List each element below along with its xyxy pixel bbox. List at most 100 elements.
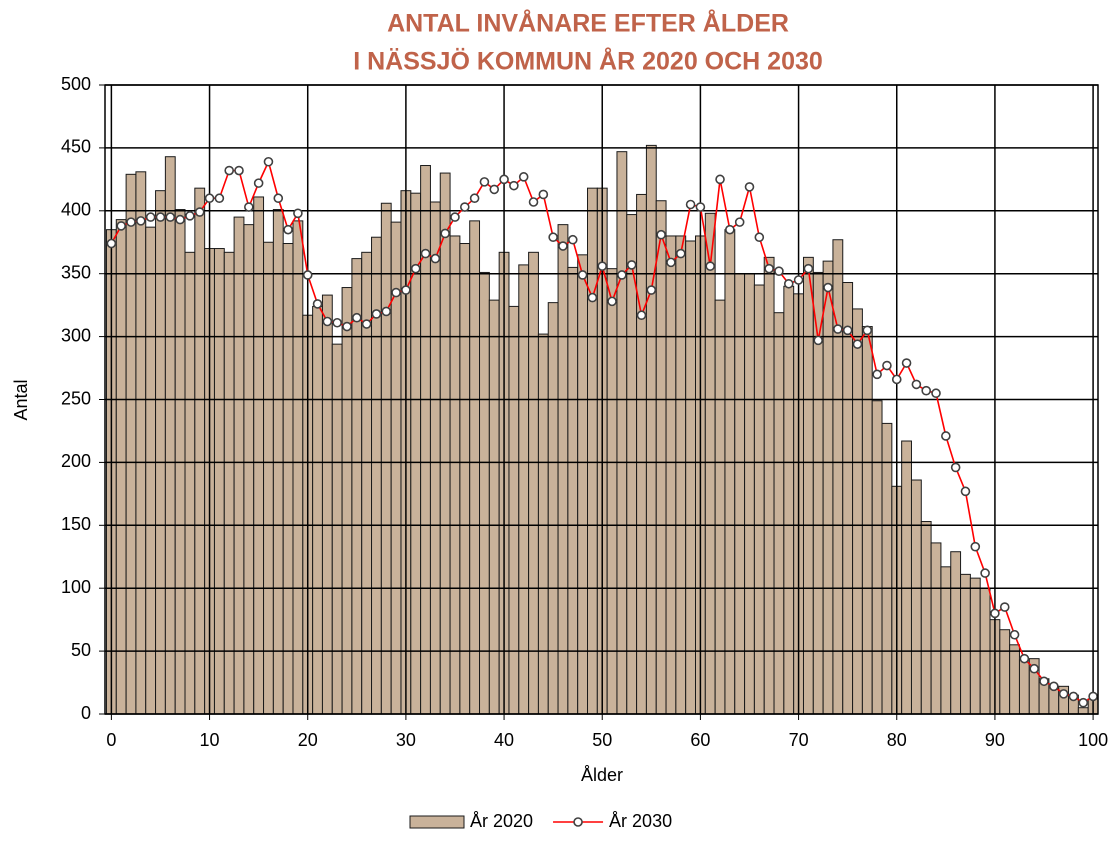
legend-label: År 2030 (609, 811, 672, 831)
marker (273, 193, 284, 204)
bar (145, 226, 157, 715)
bar (469, 220, 481, 715)
bar (960, 573, 971, 715)
marker (391, 287, 401, 298)
marker (1068, 691, 1079, 702)
bar (351, 258, 363, 715)
marker (381, 306, 392, 317)
marker (656, 229, 666, 240)
marker (607, 296, 617, 307)
marker (764, 263, 774, 274)
marker (636, 310, 647, 321)
bar (577, 254, 589, 715)
marker (155, 212, 166, 222)
x-tick-label: 0 (106, 730, 116, 750)
marker (440, 228, 450, 239)
marker (941, 431, 951, 441)
bar (243, 224, 255, 715)
bar (783, 285, 795, 715)
marker (361, 319, 372, 329)
bar (645, 144, 657, 715)
bar (734, 273, 746, 715)
bar (665, 235, 677, 715)
bar (1009, 644, 1020, 715)
marker (646, 285, 657, 295)
legend-label: År 2020 (470, 811, 533, 831)
marker (872, 369, 882, 380)
marker (420, 248, 431, 259)
y-tick-label: 200 (61, 451, 91, 471)
marker (224, 165, 234, 176)
y-tick-label: 50 (71, 640, 91, 660)
bar (420, 165, 431, 715)
marker (332, 317, 342, 328)
y-tick-label: 100 (61, 577, 91, 597)
marker (1019, 653, 1030, 664)
marker (597, 261, 608, 271)
bar (528, 251, 539, 715)
marker (921, 385, 932, 396)
bar (969, 577, 981, 715)
bar (744, 273, 755, 715)
marker (352, 312, 362, 323)
marker (842, 325, 853, 336)
y-axis-label: Antal (11, 379, 31, 420)
bar (1077, 707, 1089, 715)
bar (910, 479, 922, 715)
marker (666, 257, 676, 268)
marker (734, 217, 745, 227)
marker (204, 193, 215, 204)
marker (145, 212, 156, 222)
bar (802, 256, 814, 715)
marker (587, 292, 598, 303)
bar (312, 305, 323, 715)
marker (685, 199, 696, 210)
bar (616, 151, 628, 715)
y-tick-label: 500 (61, 74, 91, 94)
bar (508, 305, 520, 715)
marker (1049, 681, 1059, 692)
marker (165, 212, 176, 222)
x-tick-label: 20 (298, 730, 318, 750)
bar (930, 542, 942, 715)
y-tick-label: 0 (81, 703, 91, 723)
chart-title: I NÄSSJÖ KOMMUN ÅR 2020 OCH 2030 (353, 47, 823, 76)
marker (744, 182, 755, 192)
marker (263, 156, 274, 167)
marker (244, 202, 254, 212)
bar (115, 219, 127, 715)
marker (194, 207, 205, 217)
bar (822, 260, 834, 715)
marker (675, 248, 686, 259)
bar (164, 156, 176, 715)
bar (223, 251, 235, 715)
bar (557, 224, 569, 715)
bar (636, 193, 647, 715)
bar (253, 196, 265, 715)
marker (911, 379, 922, 390)
bar (479, 271, 490, 715)
bar (439, 172, 451, 715)
marker (999, 602, 1010, 612)
bar (537, 333, 549, 715)
bar (155, 190, 166, 715)
bar (675, 235, 687, 715)
bar (950, 551, 962, 715)
bar (626, 214, 638, 715)
marker (567, 234, 578, 245)
marker (715, 174, 725, 185)
marker (371, 309, 382, 319)
bar (861, 326, 873, 715)
x-axis-label: Ålder (581, 765, 623, 785)
bar (459, 243, 471, 715)
marker (833, 324, 843, 334)
legend-swatch (573, 817, 583, 827)
marker (548, 232, 558, 243)
marker (469, 193, 480, 204)
bar (999, 629, 1011, 715)
marker (312, 299, 323, 309)
marker (499, 174, 509, 185)
marker (754, 232, 765, 243)
bar (724, 229, 736, 715)
